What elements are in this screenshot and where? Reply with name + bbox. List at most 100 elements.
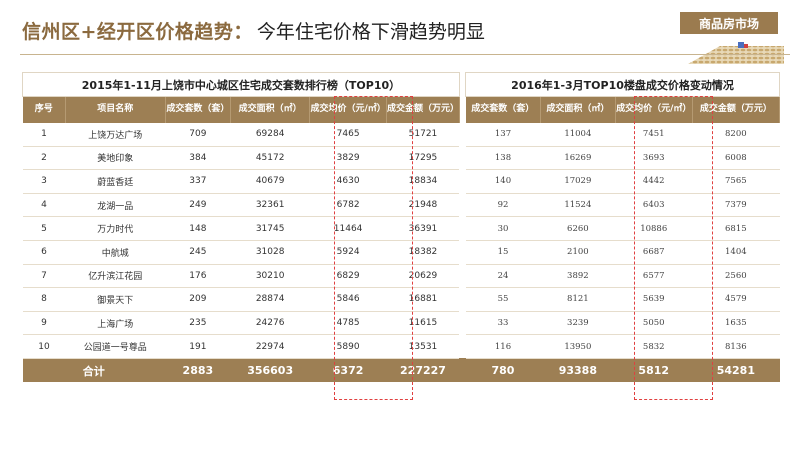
section-tag: 商品房市场 [680, 12, 778, 34]
cell-amount-2016: 2560 [692, 264, 780, 289]
table-row: 9 上海广场 235 24276 4785 11615 33 3239 5050 1635 [22, 311, 780, 336]
cell-units-2016: 138 [465, 146, 541, 171]
cell-area-2016: 16269 [540, 146, 616, 171]
total-amount: 227227 [386, 358, 460, 383]
cell-units-2016: 116 [465, 334, 541, 359]
cell-units-2016: 140 [465, 169, 541, 194]
cell-rank: 5 [22, 216, 66, 241]
cell-units: 245 [165, 240, 231, 265]
cell-area-2016: 3239 [540, 311, 616, 336]
col-header-amount: 成交金额（万元） [386, 96, 460, 123]
cell-avg-price: 5924 [309, 240, 387, 265]
cell-avg-price-2016: 3693 [615, 146, 693, 171]
cell-amount-2016: 7565 [692, 169, 780, 194]
cell-rank: 1 [22, 122, 66, 147]
total-label: 合计 [22, 358, 166, 383]
cell-units: 235 [165, 311, 231, 336]
cell-avg-price-2016: 6403 [615, 193, 693, 218]
cell-avg-price: 5890 [309, 334, 387, 359]
cell-project-name: 亿升滨江花园 [65, 264, 166, 289]
cell-avg-price: 7465 [309, 122, 387, 147]
cell-amount-2016: 7379 [692, 193, 780, 218]
cell-avg-price: 6782 [309, 193, 387, 218]
cell-project-name: 万力时代 [65, 216, 166, 241]
total-units: 2883 [165, 358, 231, 383]
cell-units: 709 [165, 122, 231, 147]
col-header-units: 成交套数（套） [165, 96, 232, 123]
cell-amount: 51721 [386, 122, 460, 147]
cell-project-name: 中航城 [65, 240, 166, 265]
cell-project-name: 御景天下 [65, 287, 166, 312]
cell-area: 32361 [230, 193, 310, 218]
col-header-area: 成交面积（㎡） [230, 96, 311, 123]
coin-pile-icon [688, 42, 784, 64]
cell-rank: 7 [22, 264, 66, 289]
cell-area-2016: 13950 [540, 334, 616, 359]
cell-project-name: 美地印象 [65, 146, 166, 171]
total-avg-price: 6372 [309, 358, 387, 383]
cell-rank: 10 [22, 334, 66, 359]
cell-rank: 2 [22, 146, 66, 171]
cell-amount: 21948 [386, 193, 460, 218]
cell-area: 30210 [230, 264, 310, 289]
col-header-rank: 序号 [22, 96, 67, 123]
cell-area: 45172 [230, 146, 310, 171]
cell-area-2016: 11524 [540, 193, 616, 218]
cell-amount: 11615 [386, 311, 460, 336]
cell-amount-2016: 1635 [692, 311, 780, 336]
table-row: 6 中航城 245 31028 5924 18382 15 2100 6687 1404 [22, 240, 780, 265]
cell-amount-2016: 8136 [692, 334, 780, 359]
cell-amount-2016: 8200 [692, 122, 780, 147]
title-sub: 今年住宅价格下滑趋势明显 [256, 21, 485, 43]
cell-avg-price-2016: 5050 [615, 311, 693, 336]
right-table-title: 2016年1-3月TOP10楼盘成交价格变动情况 [465, 72, 780, 97]
cell-amount: 16881 [386, 287, 460, 312]
title-main: 信州区+经开区价格趋势： [22, 21, 253, 43]
cell-amount: 36391 [386, 216, 460, 241]
total-avg-price-2016: 5812 [615, 358, 693, 383]
cell-avg-price: 11464 [309, 216, 387, 241]
cell-amount: 18834 [386, 169, 460, 194]
left-table-title: 2015年1-11月上饶市中心城区住宅成交套数排行榜（TOP10） [22, 72, 460, 97]
total-row: 合计 2883 356603 6372 227227 780 93388 581… [22, 358, 780, 383]
cell-avg-price-2016: 5832 [615, 334, 693, 359]
table-row: 3 蔚蓝香廷 337 40679 4630 18834 140 17029 4442 7565 [22, 169, 780, 194]
cell-avg-price: 4785 [309, 311, 387, 336]
cell-units: 148 [165, 216, 231, 241]
table-row: 8 御景天下 209 28874 5846 16881 55 8121 5639 4579 [22, 287, 780, 312]
cell-avg-price: 5846 [309, 287, 387, 312]
cell-amount-2016: 1404 [692, 240, 780, 265]
cell-area: 24276 [230, 311, 310, 336]
cell-units-2016: 30 [465, 216, 541, 241]
cell-amount: 17295 [386, 146, 460, 171]
cell-project-name: 上海广场 [65, 311, 166, 336]
cell-area: 22974 [230, 334, 310, 359]
cell-units: 249 [165, 193, 231, 218]
cell-project-name: 公园道一号尊品 [65, 334, 166, 359]
table-row: 2 美地印象 384 45172 3829 17295 138 16269 3693 6008 [22, 146, 780, 171]
cell-avg-price: 4630 [309, 169, 387, 194]
cell-units: 176 [165, 264, 231, 289]
col-header-units-2016: 成交套数（套） [465, 96, 541, 123]
cell-units-2016: 92 [465, 193, 541, 218]
cell-rank: 6 [22, 240, 66, 265]
total-area: 356603 [230, 358, 310, 383]
cell-amount: 13531 [386, 334, 460, 359]
table-row: 4 龙湖一品 249 32361 6782 21948 92 11524 6403 7379 [22, 193, 780, 218]
cell-area-2016: 2100 [540, 240, 616, 265]
col-header-amount-2016: 成交金额（万元） [692, 96, 781, 123]
cell-rank: 8 [22, 287, 66, 312]
page-title: 信州区+经开区价格趋势： 今年住宅价格下滑趋势明显 [22, 17, 485, 47]
cell-area-2016: 11004 [540, 122, 616, 147]
cell-area: 31028 [230, 240, 310, 265]
cell-units-2016: 55 [465, 287, 541, 312]
cell-avg-price-2016: 7451 [615, 122, 693, 147]
cell-amount-2016: 4579 [692, 287, 780, 312]
cell-rank: 4 [22, 193, 66, 218]
cell-area: 69284 [230, 122, 310, 147]
cell-units-2016: 24 [465, 264, 541, 289]
cell-avg-price: 6829 [309, 264, 387, 289]
cell-area: 31745 [230, 216, 310, 241]
column-header-row: 序号 项目名称 成交套数（套） 成交面积（㎡） 成交均价（元/㎡） 成交金额（万… [22, 96, 781, 123]
header-divider [20, 54, 790, 55]
